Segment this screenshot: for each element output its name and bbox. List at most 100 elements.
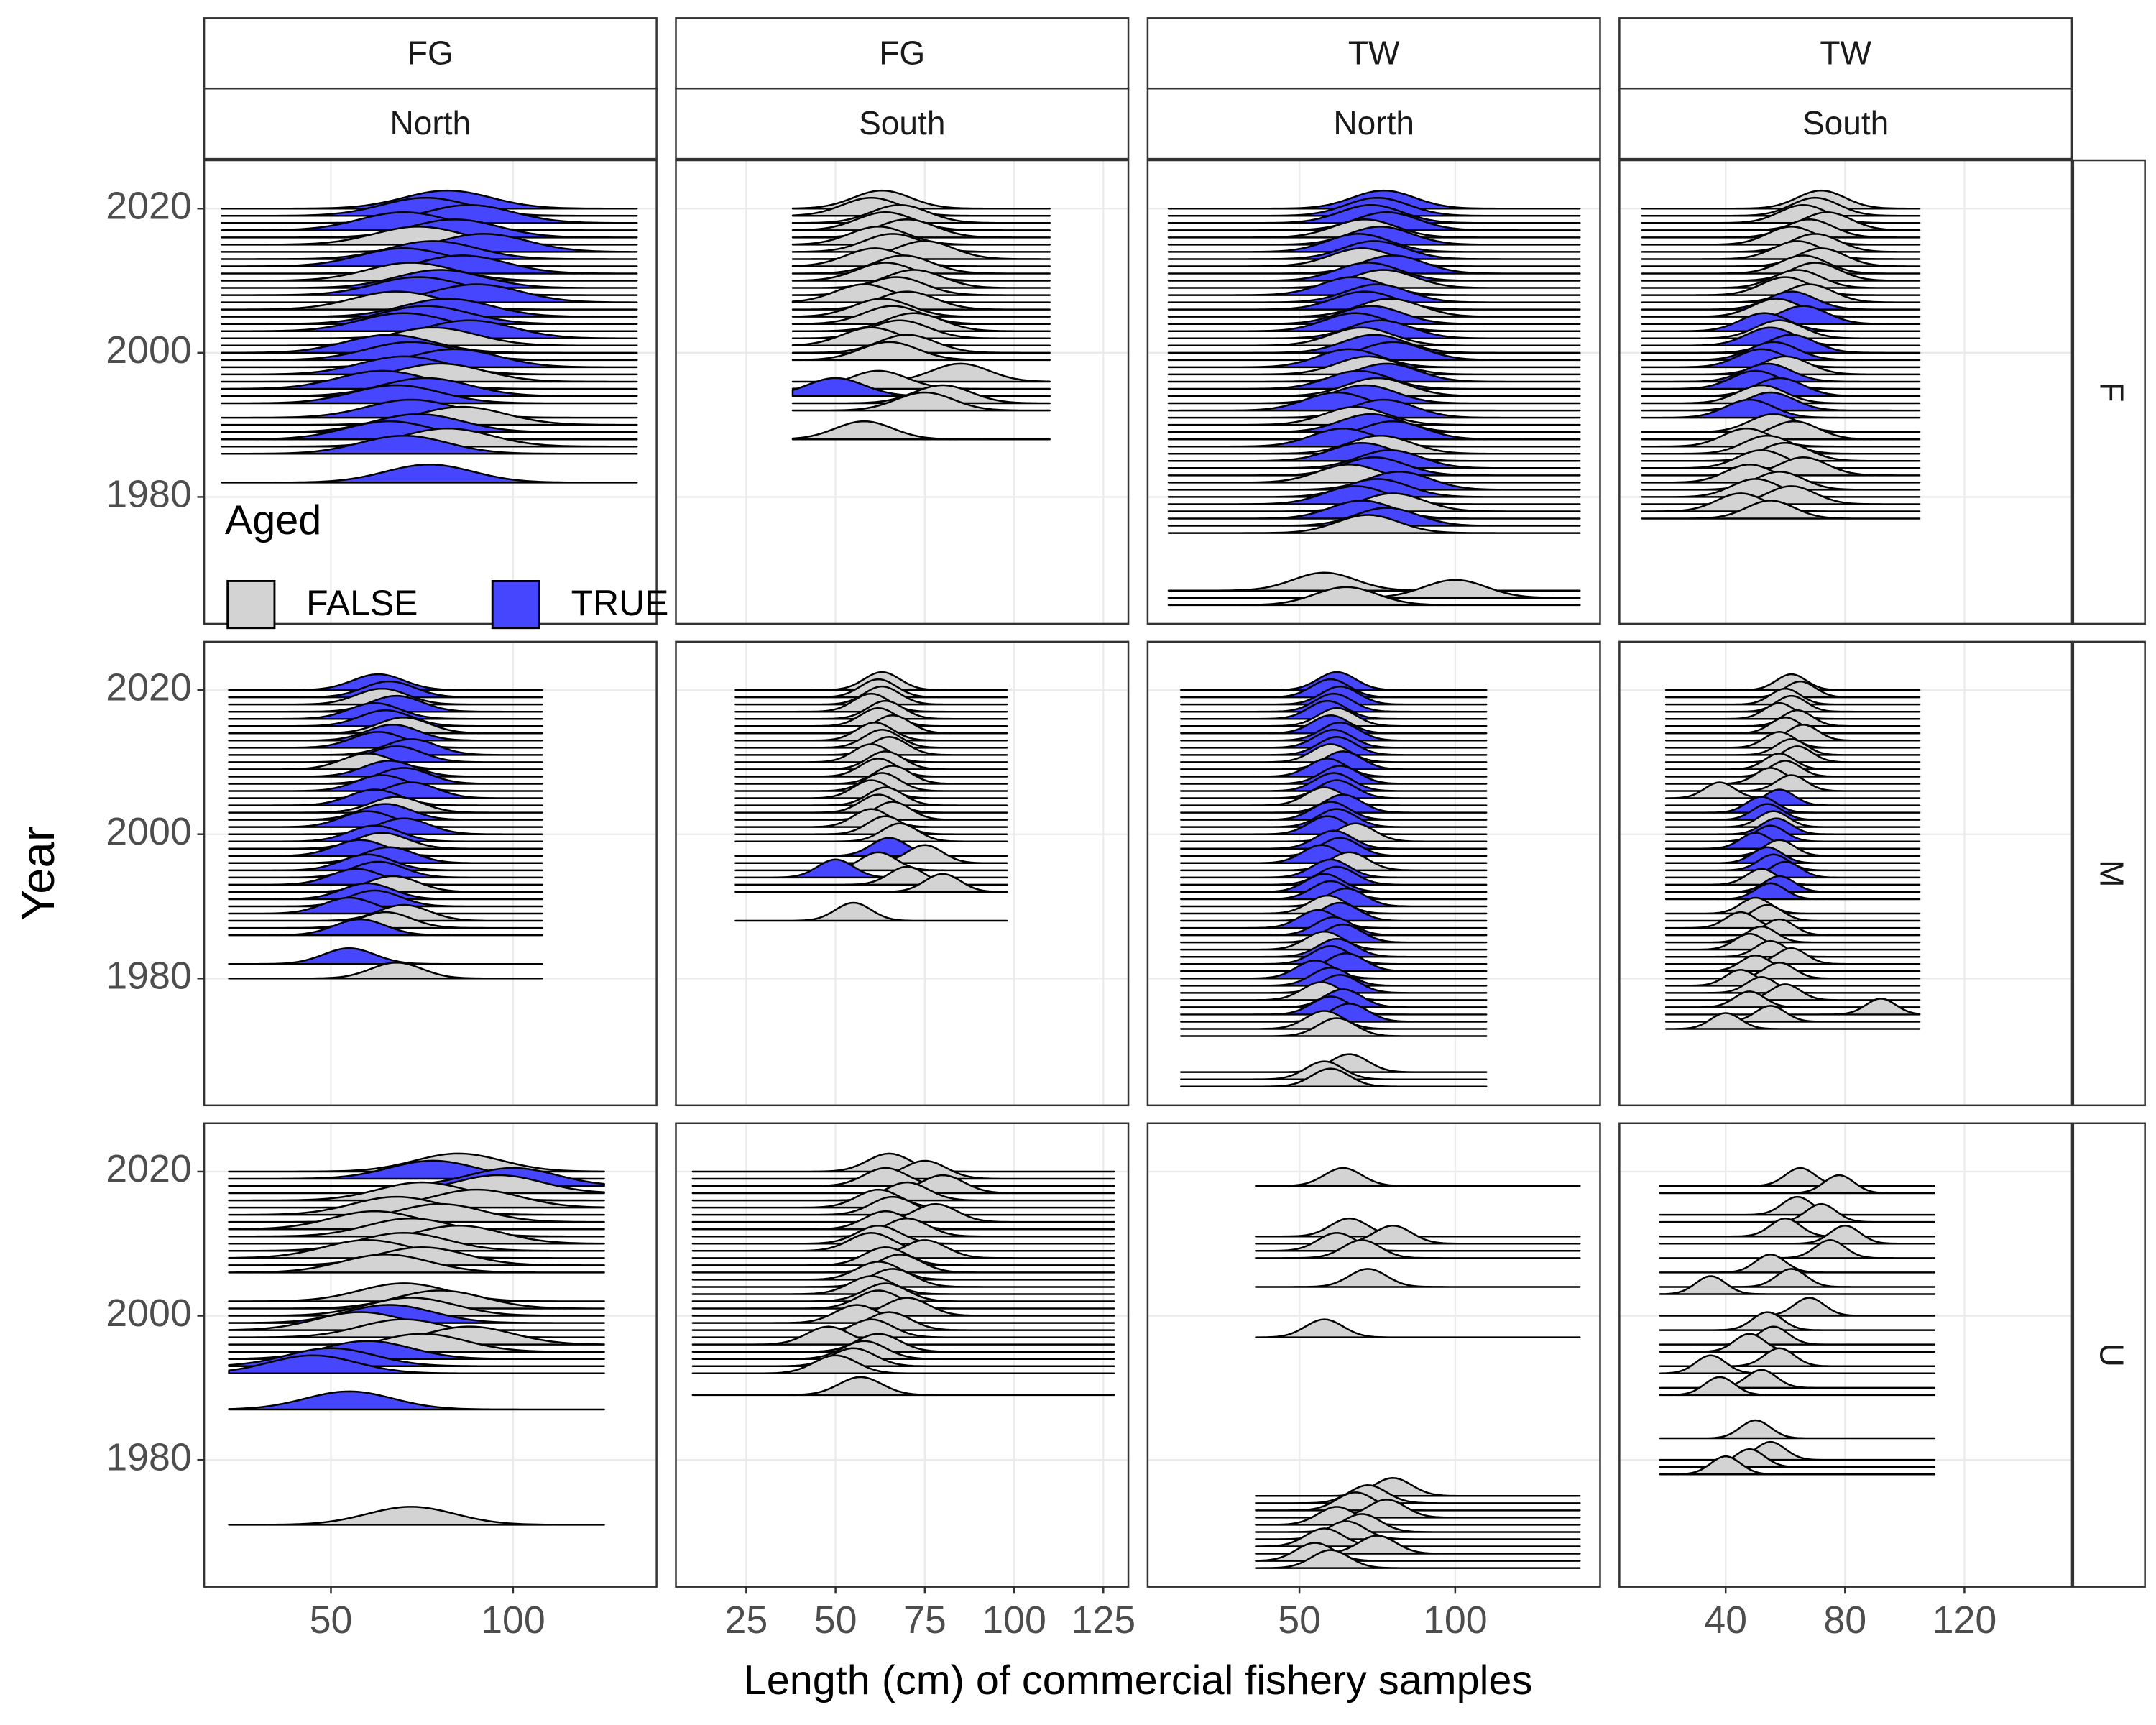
ridge	[1664, 753, 1921, 770]
ridge	[228, 875, 543, 893]
ridge	[221, 464, 638, 484]
ridge	[221, 427, 638, 448]
ridge	[1664, 839, 1921, 857]
ridge	[1664, 803, 1921, 821]
y-axis-title: Year	[11, 826, 64, 921]
legend-key	[491, 580, 540, 630]
ridge	[1659, 1311, 1936, 1331]
strip-label: TW	[1348, 34, 1400, 71]
strip	[2072, 640, 2146, 1107]
ridge	[1641, 189, 1921, 210]
ridge	[1664, 673, 1921, 691]
ridge	[734, 815, 1008, 835]
ridge	[791, 290, 1051, 310]
x-tick-label: 100	[481, 1598, 545, 1642]
ridge	[1255, 1527, 1581, 1547]
ridge	[691, 1159, 1115, 1180]
ridge	[1641, 196, 1921, 217]
ridge	[691, 1195, 1115, 1216]
ridge	[221, 211, 638, 231]
ridge	[1641, 485, 1921, 505]
ridge	[228, 810, 543, 828]
ridge	[734, 758, 1008, 778]
ridge	[221, 398, 638, 419]
ridge	[228, 918, 543, 937]
panel-border	[203, 640, 658, 1107]
ridge	[691, 1297, 1115, 1317]
x-tick-label: 125	[1071, 1598, 1135, 1642]
ridge	[734, 837, 1008, 857]
x-tick-label: 75	[903, 1598, 946, 1642]
x-tick-label: 100	[982, 1598, 1046, 1642]
ridge	[1180, 844, 1488, 865]
ridge	[228, 760, 543, 778]
ridge	[221, 247, 638, 267]
ridge	[1664, 680, 1921, 699]
ridge	[228, 774, 543, 792]
y-tick-label: 2020	[106, 666, 192, 709]
ridge	[734, 858, 1008, 879]
ridge	[228, 1354, 605, 1375]
ridge	[221, 413, 638, 433]
ridge	[1659, 1297, 1936, 1317]
ridge	[1255, 1549, 1581, 1569]
legend: Aged FALSE TRUE	[225, 497, 668, 630]
ridge	[1659, 1325, 1936, 1346]
ridge	[228, 709, 543, 727]
strip	[675, 87, 1130, 160]
ridge	[228, 1217, 605, 1238]
ridge	[1641, 240, 1921, 260]
ridge	[1180, 944, 1488, 965]
ridge	[691, 1167, 1115, 1187]
ridge	[691, 1217, 1115, 1238]
ridge	[691, 1239, 1115, 1259]
ridge	[228, 947, 543, 965]
ridge	[791, 226, 1051, 246]
y-tick-label: 2000	[106, 810, 192, 853]
legend-key	[226, 580, 276, 630]
ridge	[734, 692, 1008, 713]
ridge	[1641, 441, 1921, 462]
ridge	[734, 743, 1008, 763]
ridge	[791, 391, 1051, 412]
ridge	[221, 341, 638, 362]
panel-border	[1146, 640, 1601, 1107]
ridge	[221, 276, 638, 296]
strip-label: North	[1333, 104, 1414, 142]
ridge	[791, 341, 1051, 362]
ridge	[1180, 1017, 1488, 1037]
ridge	[1659, 1419, 1936, 1440]
ridge	[1167, 420, 1581, 441]
ridge	[221, 196, 638, 217]
ridge	[1180, 1067, 1488, 1087]
ridge	[228, 1318, 605, 1338]
ridge	[1659, 1174, 1936, 1195]
ridge	[734, 794, 1008, 814]
y-tick-label: 2020	[106, 1147, 192, 1190]
ridge	[1641, 203, 1921, 224]
ridge	[691, 1318, 1115, 1338]
ridge	[228, 889, 543, 908]
ridge	[734, 873, 1008, 893]
ridge	[734, 851, 1008, 872]
x-tick-label: 100	[1423, 1598, 1488, 1642]
ridge	[221, 305, 638, 325]
ridge	[1167, 464, 1581, 484]
x-tick-label: 25	[724, 1598, 768, 1642]
ridge	[1659, 1217, 1936, 1238]
ridge	[691, 1152, 1115, 1173]
ridge	[221, 312, 638, 332]
ridge	[1255, 1506, 1581, 1526]
ridge	[228, 1181, 605, 1202]
ridge	[1180, 974, 1488, 994]
ridge	[221, 384, 638, 405]
ridge	[228, 860, 543, 879]
ridge	[221, 226, 638, 246]
ridge	[228, 1297, 605, 1317]
ridge	[734, 678, 1008, 699]
panel-border	[675, 159, 1130, 625]
panel-border	[1618, 640, 2073, 1107]
ridge	[228, 1231, 605, 1252]
